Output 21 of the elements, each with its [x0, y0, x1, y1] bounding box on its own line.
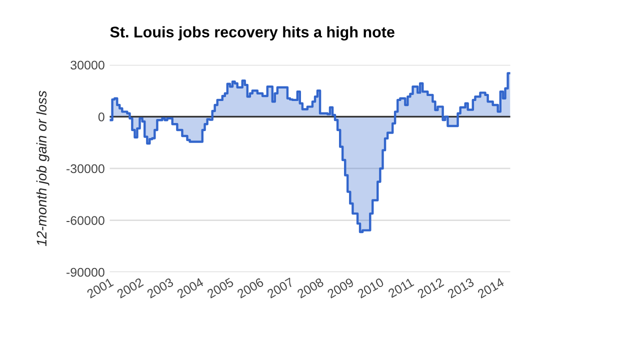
x-tick-label: 2001	[86, 278, 114, 298]
y-axis-title: 12-month job gain or loss	[36, 90, 50, 246]
y-tick-label: -90000	[66, 268, 104, 277]
x-tick-label: 2014	[477, 277, 505, 298]
x-tick-label: 2009	[326, 278, 354, 298]
y-tick-label: 0	[98, 112, 104, 122]
x-tick-label: 2007	[266, 278, 294, 298]
x-tick-label: 2011	[388, 278, 414, 298]
y-tick-label: -60000	[66, 216, 104, 225]
x-tick-label: 2005	[206, 278, 234, 298]
x-tick-label: 2012	[416, 278, 444, 298]
x-tick-label: 2006	[236, 278, 264, 298]
chart-title: St. Louis jobs recovery hits a high note	[110, 26, 394, 41]
x-tick-label: 2003	[146, 278, 174, 298]
x-tick-label: 2004	[176, 277, 204, 298]
x-tick-label: 2002	[116, 278, 144, 298]
y-tick-label: 30000	[70, 60, 104, 70]
x-tick-label: 2008	[296, 278, 324, 298]
y-tick-label: -30000	[66, 164, 104, 174]
x-tick-label: 2013	[446, 278, 474, 298]
x-tick-label: 2010	[356, 277, 384, 298]
